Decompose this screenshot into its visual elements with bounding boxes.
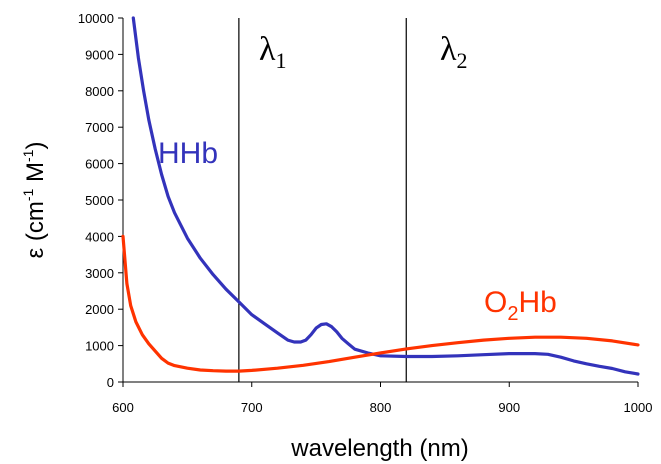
y-axis-title: ε (cm-1 M-1) (20, 142, 49, 259)
y-ticks: 0 1000 2000 3000 4000 5000 6000 7000 8000 9000 100… (78, 11, 123, 390)
x-tick-label: 600 (112, 400, 134, 415)
x-axis-title: wavelength (nm) (290, 435, 468, 462)
x-ticks: 600 700 800 900 1000 (112, 382, 652, 415)
y-tick-label: 0 (107, 375, 114, 390)
y-tick-label: 4000 (85, 229, 114, 244)
y-tick-label: 5000 (85, 193, 114, 208)
y-tick-label: 8000 (85, 84, 114, 99)
y-tick-label: 6000 (85, 157, 114, 172)
series-lines (121, 16, 640, 376)
lambda2-label: λ2 (440, 31, 468, 73)
y-tick-label: 7000 (85, 120, 114, 135)
series-line-hhb (131, 16, 640, 376)
marker-lines (238, 18, 407, 382)
plot-area: 0 1000 2000 3000 4000 5000 6000 7000 8000 9000 100… (78, 11, 653, 415)
x-tick-label: 900 (498, 400, 520, 415)
x-tick-label: 800 (370, 400, 392, 415)
y-tick-label: 9000 (85, 47, 114, 62)
y-tick-label: 1000 (85, 339, 114, 354)
y-tick-label: 3000 (85, 266, 114, 281)
o2hb-series-label: O2Hb (484, 286, 557, 325)
series-line-o2hb (121, 234, 640, 373)
y-tick-label: 2000 (85, 302, 114, 317)
y-tick-label: 10000 (78, 11, 114, 26)
hhb-series-label: HHb (158, 137, 218, 170)
x-tick-label: 1000 (624, 400, 653, 415)
lambda1-label: λ1 (259, 31, 287, 73)
x-tick-label: 700 (241, 400, 263, 415)
